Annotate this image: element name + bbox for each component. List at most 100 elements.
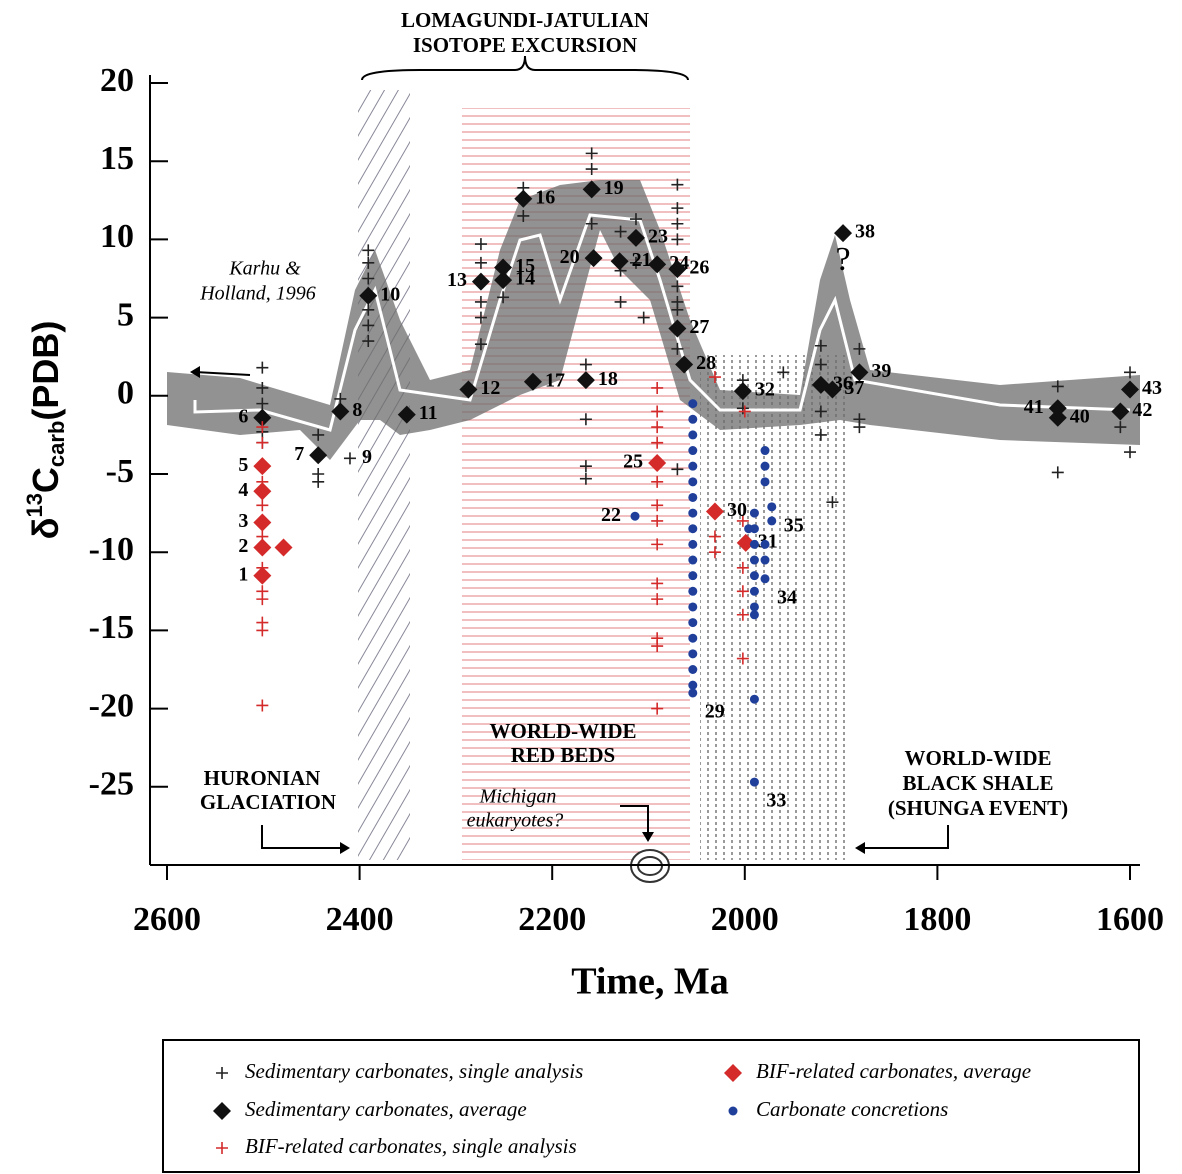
data-point <box>688 688 698 698</box>
data-point <box>256 624 269 637</box>
black-shale-region <box>700 355 848 860</box>
annotation: ? <box>835 241 850 278</box>
data-point <box>579 460 592 473</box>
data-point <box>256 381 269 394</box>
data-point <box>253 457 272 476</box>
data-point <box>834 224 853 243</box>
data-point <box>688 539 698 549</box>
legend-marker <box>728 1106 738 1116</box>
data-point <box>736 514 749 527</box>
data-point <box>853 421 866 434</box>
data-point <box>749 602 759 612</box>
y-tick-label: -10 <box>89 531 134 568</box>
data-point <box>736 585 749 598</box>
legend-marker <box>213 1102 231 1120</box>
data-point <box>688 571 698 581</box>
data-point <box>459 380 478 399</box>
data-point <box>610 252 629 271</box>
data-point <box>850 363 869 382</box>
data-point <box>688 508 698 518</box>
data-point <box>760 539 770 549</box>
point-label: 29 <box>705 701 725 723</box>
legend-box <box>162 1039 1140 1173</box>
data-point <box>671 217 684 230</box>
point-label: 18 <box>598 368 618 390</box>
data-point <box>494 258 513 277</box>
x-tick-label: 2400 <box>326 901 394 938</box>
data-point <box>1121 380 1139 399</box>
data-point <box>1124 446 1136 459</box>
annotation: Karhu & <box>228 258 301 280</box>
y-axis-title-part: (PDB) <box>25 321 66 421</box>
data-point <box>614 225 627 238</box>
data-point <box>749 539 759 549</box>
data-point <box>471 272 490 291</box>
x-tick-label: 1800 <box>903 901 971 938</box>
arrow-head <box>190 366 200 378</box>
data-point <box>814 339 827 352</box>
data-point <box>749 555 759 565</box>
data-point <box>579 413 592 426</box>
annotation: WORLD-WIDE <box>904 746 1051 770</box>
data-point <box>767 516 777 526</box>
legend-marker <box>724 1064 742 1082</box>
data-point <box>651 577 664 590</box>
data-point <box>749 586 759 596</box>
x-tick-label: 2200 <box>518 901 586 938</box>
data-point <box>733 382 752 401</box>
point-label: 15 <box>515 255 535 277</box>
point-label: 23 <box>648 225 668 247</box>
data-point <box>736 533 755 552</box>
data-point <box>688 492 698 502</box>
point-label: 13 <box>447 269 467 291</box>
data-point <box>853 342 866 355</box>
y-tick-label: 10 <box>100 218 134 255</box>
data-point <box>256 499 269 512</box>
data-point <box>362 244 375 257</box>
data-point <box>708 546 721 559</box>
point-label: 20 <box>560 246 580 268</box>
arrow <box>860 825 949 849</box>
data-point <box>671 342 684 355</box>
point-label: 22 <box>601 504 621 526</box>
data-point <box>256 397 269 410</box>
brace <box>361 55 689 81</box>
arrow-head <box>642 832 654 842</box>
arrow <box>194 371 251 376</box>
annotation: Holland, 1996 <box>199 283 316 305</box>
arrow-head <box>340 842 350 854</box>
data-point <box>671 303 684 316</box>
data-point <box>671 463 684 476</box>
data-point <box>1051 466 1064 479</box>
data-point <box>585 147 598 160</box>
data-point <box>708 530 721 543</box>
data-point <box>256 436 269 449</box>
data-point <box>343 452 356 465</box>
data-point <box>651 436 664 449</box>
data-point <box>362 256 375 269</box>
data-point <box>736 402 749 415</box>
point-label: 11 <box>419 402 438 424</box>
data-point <box>1114 421 1127 434</box>
legend-label: Sedimentary carbonates, single analysis <box>245 1059 583 1083</box>
data-point <box>760 555 770 565</box>
data-point <box>1051 380 1064 393</box>
point-label: 14 <box>515 268 535 290</box>
data-point <box>826 496 839 509</box>
data-point <box>253 566 272 585</box>
y-tick-label: 20 <box>100 62 134 99</box>
point-label: 17 <box>545 369 565 391</box>
data-point <box>309 446 328 465</box>
data-point <box>777 366 790 379</box>
data-point <box>630 511 640 521</box>
data-point <box>688 399 698 409</box>
data-point <box>497 291 510 304</box>
point-label: 39 <box>871 360 891 382</box>
data-point <box>312 428 325 441</box>
data-point <box>814 358 827 371</box>
data-point <box>253 482 272 501</box>
data-point <box>523 372 542 391</box>
point-label: 25 <box>623 451 643 473</box>
legend-label: Sedimentary carbonates, average <box>245 1097 527 1121</box>
annotation: eukaryotes? <box>467 810 564 832</box>
